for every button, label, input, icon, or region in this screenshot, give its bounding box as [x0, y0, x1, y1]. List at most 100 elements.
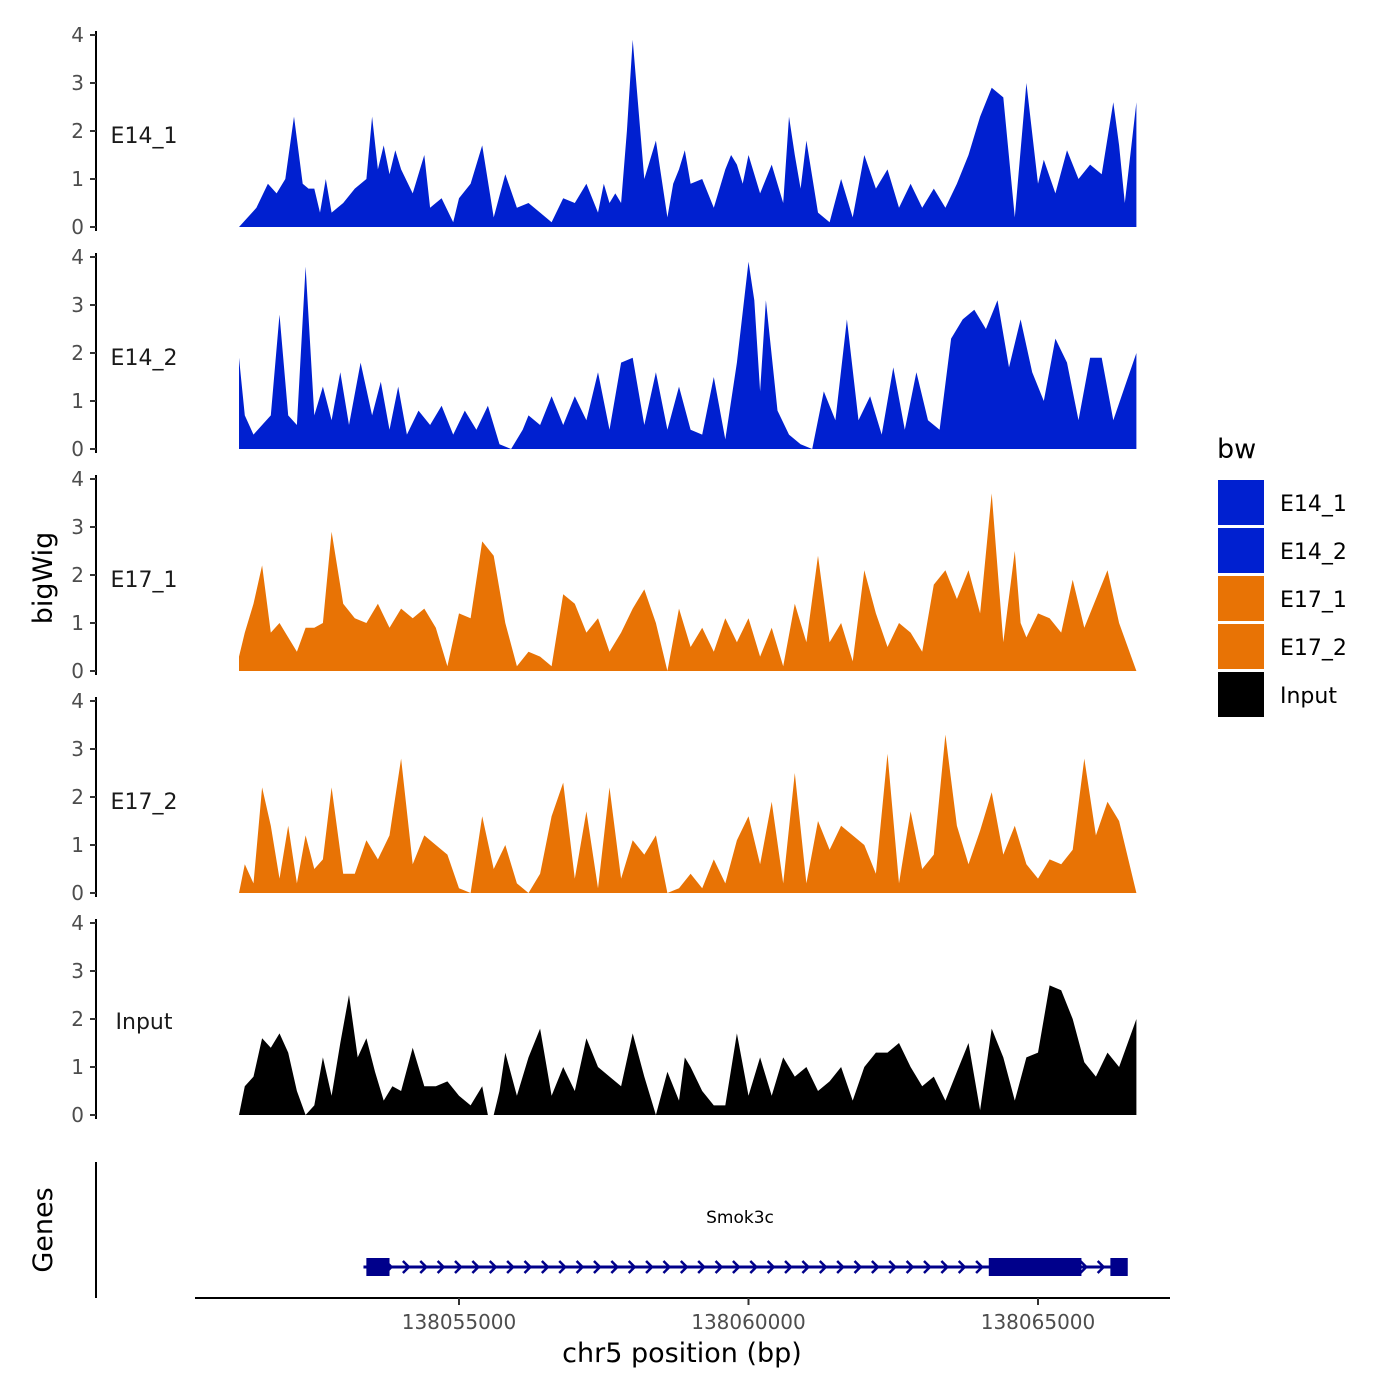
strand-arrow: [818, 1260, 828, 1274]
y-tick-label: 4: [71, 245, 84, 269]
legend-swatch-E14_2: [1218, 528, 1264, 573]
legend-swatch-E14_1: [1218, 480, 1264, 525]
genes-axis-title: Genes: [28, 1187, 59, 1272]
y-tick-label: 2: [71, 119, 84, 143]
gene-exon: [988, 1258, 1082, 1276]
strand-arrow: [888, 1260, 898, 1274]
strand-arrow: [471, 1260, 481, 1274]
gene-exon: [366, 1258, 390, 1276]
area-E17_1: [239, 493, 1137, 671]
strand-arrow: [957, 1260, 967, 1274]
strand-arrow: [627, 1260, 637, 1274]
gene-exon: [1110, 1258, 1128, 1276]
strand-arrow: [975, 1260, 984, 1274]
track-E17_1: 0 1 2 3 4 E17_1: [71, 467, 1137, 683]
y-tick-label: 2: [71, 563, 84, 587]
strand-arrow: [836, 1260, 845, 1274]
legend: bw E14_1 E14_2 E17_1 E17_2 Input: [1217, 434, 1347, 717]
y-tick-label: 0: [71, 659, 84, 683]
strand-arrow: [697, 1260, 706, 1274]
y-tick-label: 1: [71, 611, 84, 635]
strand-arrow: [419, 1260, 429, 1274]
strand-arrow: [540, 1260, 550, 1274]
y-tick-label: 2: [71, 1007, 84, 1031]
legend-label-E17_1: E17_1: [1280, 588, 1347, 613]
strand-arrow: [870, 1260, 880, 1274]
strand-arrow: [732, 1260, 741, 1274]
strand-arrow: [1079, 1260, 1089, 1274]
strand-arrow: [645, 1260, 654, 1274]
strand-arrow: [749, 1260, 759, 1274]
legend-swatch-E17_2: [1218, 624, 1264, 669]
y-tick-label: 1: [71, 167, 84, 191]
strand-arrow: [593, 1260, 602, 1274]
gene-track: Smok3c: [95, 1162, 1128, 1298]
strand-arrow: [558, 1260, 567, 1274]
y-tick-label: 3: [71, 959, 84, 983]
y-tick-label: 1: [71, 1055, 84, 1079]
legend-swatch-Input: [1218, 672, 1264, 717]
strand-arrow: [506, 1260, 515, 1274]
strand-arrow: [402, 1260, 411, 1274]
y-tick-label: 2: [71, 341, 84, 365]
strand-arrow: [714, 1260, 724, 1274]
gene-label: Smok3c: [706, 1208, 774, 1228]
x-tick-label: 138055000: [402, 1310, 517, 1334]
area-E17_2: [239, 734, 1137, 893]
y-tick-label: 0: [71, 881, 84, 905]
legend-label-E17_2: E17_2: [1280, 636, 1347, 661]
legend-label-E14_1: E14_1: [1280, 492, 1347, 517]
track-label-E14_2: E14_2: [111, 346, 178, 371]
strand-arrow: [801, 1260, 811, 1274]
track-E14_2: 0 1 2 3 4 E14_2: [71, 245, 1137, 461]
y-tick-label: 2: [71, 785, 84, 809]
track-label-E14_1: E14_1: [111, 124, 178, 149]
x-tick-label: 138060000: [691, 1310, 806, 1334]
y-tick-label: 3: [71, 293, 84, 317]
y-tick-label: 0: [71, 437, 84, 461]
strand-arrow: [1096, 1260, 1106, 1274]
y-tick-label: 1: [71, 833, 84, 857]
strand-arrow: [923, 1260, 932, 1274]
x-axis: 138055000 138060000 138065000: [195, 1297, 1170, 1334]
legend-swatch-E17_1: [1218, 576, 1264, 621]
y-tick-label: 4: [71, 23, 84, 47]
y-axis-title: bigWig: [28, 532, 59, 625]
y-tick-label: 4: [71, 689, 84, 713]
y-tick-label: 4: [71, 911, 84, 935]
y-tick-label: 3: [71, 737, 84, 761]
y-tick-label: 3: [71, 515, 84, 539]
y-tick-label: 0: [71, 215, 84, 239]
strand-arrow: [784, 1260, 793, 1274]
strand-arrow: [436, 1260, 446, 1274]
legend-title: bw: [1217, 434, 1256, 465]
strand-arrow: [766, 1260, 776, 1274]
area-E14_2: [239, 261, 1137, 449]
track-label-E17_2: E17_2: [111, 790, 178, 815]
track-label-Input: Input: [116, 1010, 173, 1035]
x-axis-title: chr5 position (bp): [562, 1338, 802, 1369]
area-E14_1: [239, 39, 1137, 227]
strand-arrow: [575, 1260, 585, 1274]
strand-arrow: [853, 1260, 863, 1274]
strand-arrow: [940, 1260, 950, 1274]
strand-arrow: [454, 1260, 463, 1274]
y-tick-label: 4: [71, 467, 84, 491]
y-tick-label: 1: [71, 389, 84, 413]
strand-arrow: [610, 1260, 620, 1274]
area-Input: [239, 985, 1137, 1115]
track-Input: 0 1 2 3 4 Input: [71, 911, 1137, 1127]
track-E14_1: 0 1 2 3 4 E14_1: [71, 23, 1137, 239]
track-E17_2: 0 1 2 3 4 E17_2: [71, 689, 1137, 905]
legend-label-Input: Input: [1280, 684, 1337, 709]
strand-arrow: [905, 1260, 915, 1274]
strand-arrow: [523, 1260, 533, 1274]
legend-label-E14_2: E14_2: [1280, 540, 1347, 565]
y-tick-label: 3: [71, 71, 84, 95]
tracks-group: 0 1 2 3 4 E14_1 0 1 2 3 4 E14_2 0 1 2 3 4 E17_1 0 1 2 3 4 E17_2…: [71, 23, 1137, 1127]
y-tick-label: 0: [71, 1103, 84, 1127]
strand-arrow: [679, 1260, 689, 1274]
strand-arrow: [488, 1260, 498, 1274]
x-tick-label: 138065000: [981, 1310, 1096, 1334]
strand-arrow: [662, 1260, 672, 1274]
